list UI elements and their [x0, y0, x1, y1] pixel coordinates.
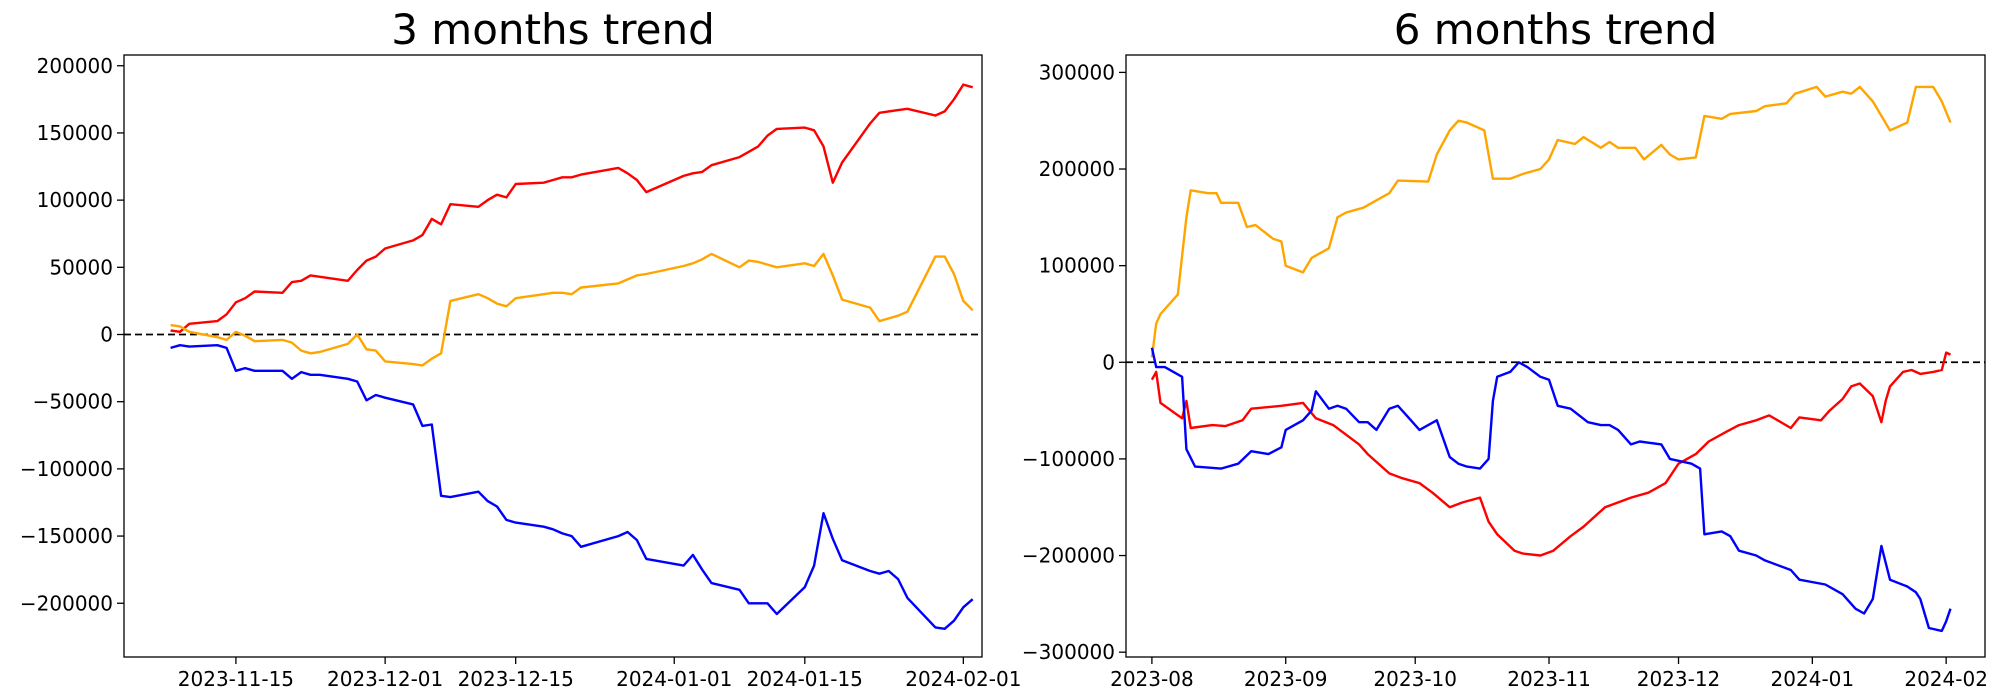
x-tick-label: 2023-11-15 [178, 667, 294, 691]
x-tick-label: 2024-02 [1904, 667, 1988, 691]
series-line-3 [1150, 347, 1952, 633]
y-tick-label: −100000 [1022, 447, 1115, 471]
y-tick-label: 200000 [37, 54, 113, 78]
x-tick-label: 2023-12-15 [458, 667, 574, 691]
chart-title: 3 months trend [391, 5, 715, 54]
x-tick-label: 2023-12-01 [327, 667, 443, 691]
y-tick-label: 50000 [49, 255, 113, 279]
x-tick-label: 2023-12 [1637, 667, 1721, 691]
y-tick-label: −100000 [20, 457, 113, 481]
y-tick-label: 0 [100, 323, 113, 347]
x-tick-label: 2024-01-01 [616, 667, 732, 691]
series-line-1 [170, 83, 974, 333]
series-line-3 [170, 344, 974, 630]
plot-frame [1125, 54, 1986, 658]
x-tick-label: 2024-02-01 [905, 667, 1021, 691]
y-tick-label: 200000 [1039, 157, 1115, 181]
y-tick-label: −300000 [1022, 640, 1115, 664]
x-tick-label: 2023-09 [1244, 667, 1328, 691]
x-tick-label: 2023-10 [1373, 667, 1457, 691]
y-tick-label: −150000 [20, 524, 113, 548]
y-tick-label: 150000 [37, 121, 113, 145]
y-tick-label: −200000 [1022, 544, 1115, 568]
y-tick-label: −50000 [33, 390, 113, 414]
x-tick-label: 2023-08 [1110, 667, 1194, 691]
chart-panel-2: 6 months trend −300000 −200000 −100000 0 1000… [1022, 5, 1988, 691]
x-tick-label: 2024-01 [1771, 667, 1855, 691]
chart-title: 6 months trend [1394, 5, 1718, 54]
series-line-2 [1150, 85, 1952, 358]
series-line-2 [170, 252, 974, 367]
x-tick-label: 2024-01-15 [747, 667, 863, 691]
plot-frame [123, 54, 983, 658]
y-tick-label: 100000 [1039, 254, 1115, 278]
y-tick-label: 0 [1102, 350, 1115, 374]
y-tick-label: 100000 [37, 188, 113, 212]
chart-panel-1: 3 months trend −200000 −150000 −100000 −5000… [20, 5, 1022, 691]
y-tick-label: 300000 [1039, 60, 1115, 84]
series-line-1 [1150, 351, 1952, 557]
y-tick-label: −200000 [20, 591, 113, 615]
x-tick-label: 2023-11 [1507, 667, 1591, 691]
